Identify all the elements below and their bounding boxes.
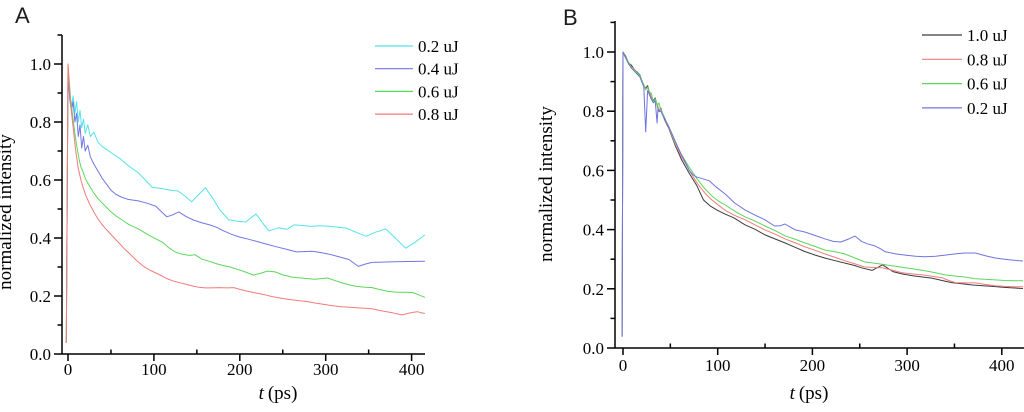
series-line-0.2-uJ xyxy=(621,51,1024,337)
series-line-0.8-uJ xyxy=(65,63,425,343)
legend-label: 0.2 uJ xyxy=(418,37,459,56)
y-tick-label: 0.2 xyxy=(583,280,604,299)
panel-letter: B xyxy=(563,5,578,30)
x-tick-label: 400 xyxy=(989,356,1015,375)
x-axis-title: t (ps) xyxy=(259,383,298,404)
series-line-0.6-uJ xyxy=(65,63,425,343)
legend-label: 0.4 uJ xyxy=(418,60,459,79)
x-axis-title-variable: t xyxy=(790,383,796,404)
y-tick-label: 1.0 xyxy=(583,43,604,62)
x-tick-label: 0 xyxy=(64,360,73,379)
y-tick-label: 0.6 xyxy=(583,161,604,180)
x-axis-title-unit: (ps) xyxy=(799,383,829,404)
y-tick-label: 0.4 xyxy=(30,229,52,248)
series-line-0.2-uJ xyxy=(65,83,425,343)
legend-label: 0.6 uJ xyxy=(967,75,1008,94)
y-axis-title: normalized intensity xyxy=(0,134,16,290)
legend-label: 0.8 uJ xyxy=(418,105,459,124)
series-line-0.8-uJ xyxy=(621,51,1024,337)
panel-letter: A xyxy=(15,3,30,28)
y-tick-label: 0.4 xyxy=(583,221,605,240)
y-tick-label: 0.6 xyxy=(30,171,51,190)
x-tick-label: 100 xyxy=(141,360,167,379)
panel-A-chart: 0 100 200 300 400 0.0 0.2 0.4 0.6 0.8 1.0 0.2 uJ 0.4… xyxy=(0,3,459,404)
x-axis-title-unit: (ps) xyxy=(268,383,298,404)
y-tick-label: 0.8 xyxy=(583,102,604,121)
series-line-0.6-uJ xyxy=(621,51,1024,337)
legend-label: 0.6 uJ xyxy=(418,82,459,101)
x-tick-label: 300 xyxy=(894,356,920,375)
y-tick-label: 1.0 xyxy=(30,55,51,74)
y-tick-label: 0.0 xyxy=(583,339,604,358)
x-tick-label: 100 xyxy=(705,356,731,375)
x-tick-label: 400 xyxy=(399,360,425,379)
series-line-0.4-uJ xyxy=(65,72,425,343)
y-tick-label: 0.2 xyxy=(30,287,51,306)
panel-B-chart: 0 100 200 300 400 0.0 0.2 0.4 0.6 0.8 1.0 1.0 uJ 0.8… xyxy=(536,5,1024,404)
series-line-1.0-uJ xyxy=(621,51,1024,337)
legend-label: 0.2 uJ xyxy=(967,99,1008,118)
x-axis-title: t (ps) xyxy=(790,383,829,404)
x-tick-label: 0 xyxy=(619,356,628,375)
x-tick-label: 200 xyxy=(227,360,253,379)
y-tick-label: 0.8 xyxy=(30,113,51,132)
legend-label: 1.0 uJ xyxy=(967,26,1008,45)
x-tick-label: 300 xyxy=(313,360,339,379)
x-axis-title-variable: t xyxy=(259,383,265,404)
legend-label: 0.8 uJ xyxy=(967,50,1008,69)
y-tick-label: 0.0 xyxy=(30,345,51,364)
y-axis-title: normalized intensity xyxy=(536,106,557,262)
x-tick-label: 200 xyxy=(800,356,826,375)
